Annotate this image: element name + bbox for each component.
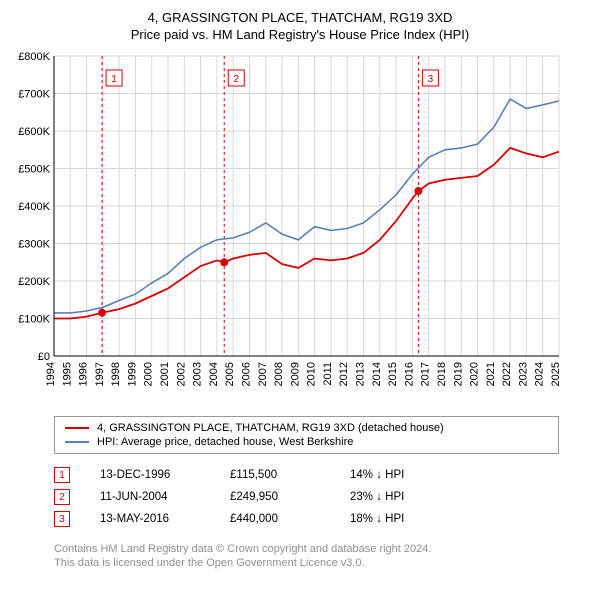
svg-text:2009: 2009: [289, 362, 301, 386]
attribution-line1: Contains HM Land Registry data © Crown c…: [54, 542, 559, 556]
svg-text:2014: 2014: [371, 362, 383, 386]
svg-text:2017: 2017: [420, 362, 432, 386]
svg-text:2006: 2006: [240, 362, 252, 386]
price-chart: £0 £100K £200K £300K £400K £500K £600K £700K £80…: [10, 50, 565, 404]
legend-item: 4, GRASSINGTON PLACE, THATCHAM, RG19 3XD…: [65, 421, 548, 435]
svg-text:2018: 2018: [436, 362, 448, 386]
svg-text:1996: 1996: [78, 362, 90, 386]
transaction-diff: 23% ↓ HPI: [350, 491, 404, 503]
svg-text:2011: 2011: [322, 362, 334, 386]
svg-text:3: 3: [428, 74, 434, 85]
transactions-table: 1 13-DEC-1996£115,50014% ↓ HPI 2 11-JUN-200…: [54, 464, 559, 530]
transaction-diff: 14% ↓ HPI: [350, 469, 404, 481]
svg-text:2022: 2022: [501, 362, 513, 386]
svg-text:2004: 2004: [208, 362, 220, 386]
chart-container: £0 £100K £200K £300K £400K £500K £600K £700K £80…: [10, 50, 590, 404]
svg-text:1999: 1999: [126, 362, 138, 386]
svg-text:2024: 2024: [534, 362, 546, 386]
svg-text:2025: 2025: [550, 362, 562, 386]
legend-swatch: [65, 427, 89, 429]
svg-text:1997: 1997: [94, 362, 106, 386]
svg-text:2023: 2023: [517, 362, 529, 386]
attribution: Contains HM Land Registry data © Crown c…: [54, 542, 559, 571]
svg-text:2000: 2000: [143, 362, 155, 386]
svg-text:2008: 2008: [273, 362, 285, 386]
transaction-price: £115,500: [230, 469, 350, 481]
svg-text:£500K: £500K: [18, 164, 50, 176]
svg-text:2: 2: [233, 74, 239, 85]
transaction-marker: 3: [54, 511, 70, 527]
transaction-date: 13-MAY-2016: [100, 513, 230, 525]
transaction-date: 13-DEC-1996: [100, 469, 230, 481]
svg-text:2007: 2007: [257, 362, 269, 386]
svg-text:2001: 2001: [159, 362, 171, 386]
svg-text:2020: 2020: [469, 362, 481, 386]
chart-title-block: 4, GRASSINGTON PLACE, THATCHAM, RG19 3XD…: [10, 10, 590, 42]
svg-text:£100K: £100K: [18, 314, 50, 326]
svg-text:£600K: £600K: [18, 126, 50, 138]
svg-text:£400K: £400K: [18, 201, 50, 213]
svg-text:£800K: £800K: [18, 51, 50, 63]
svg-text:£300K: £300K: [18, 239, 50, 251]
legend-item: HPI: Average price, detached house, West…: [65, 435, 548, 449]
transaction-diff: 18% ↓ HPI: [350, 513, 404, 525]
svg-text:2016: 2016: [403, 362, 415, 386]
svg-text:1: 1: [111, 74, 117, 85]
svg-text:2019: 2019: [452, 362, 464, 386]
chart-title-address: 4, GRASSINGTON PLACE, THATCHAM, RG19 3XD: [10, 10, 590, 25]
svg-text:2005: 2005: [224, 362, 236, 386]
svg-text:2013: 2013: [355, 362, 367, 386]
svg-text:2003: 2003: [192, 362, 204, 386]
chart-title-subtitle: Price paid vs. HM Land Registry's House …: [10, 27, 590, 42]
svg-text:2015: 2015: [387, 362, 399, 386]
transaction-date: 11-JUN-2004: [100, 491, 230, 503]
legend-label: 4, GRASSINGTON PLACE, THATCHAM, RG19 3XD…: [97, 422, 444, 434]
legend-swatch: [65, 441, 89, 443]
svg-text:2002: 2002: [175, 362, 187, 386]
svg-text:1995: 1995: [61, 362, 73, 386]
legend: 4, GRASSINGTON PLACE, THATCHAM, RG19 3XD…: [54, 416, 559, 454]
transaction-marker: 1: [54, 467, 70, 483]
svg-text:1998: 1998: [110, 362, 122, 386]
transaction-price: £440,000: [230, 513, 350, 525]
attribution-line2: This data is licensed under the Open Gov…: [54, 556, 559, 570]
legend-label: HPI: Average price, detached house, West…: [97, 436, 353, 448]
svg-text:2021: 2021: [485, 362, 497, 386]
svg-text:£0: £0: [38, 351, 50, 363]
svg-text:2010: 2010: [306, 362, 318, 386]
transaction-row: 1 13-DEC-1996£115,50014% ↓ HPI: [54, 464, 559, 486]
svg-text:£700K: £700K: [18, 89, 50, 101]
transaction-row: 3 13-MAY-2016£440,00018% ↓ HPI: [54, 508, 559, 530]
transaction-row: 2 11-JUN-2004£249,95023% ↓ HPI: [54, 486, 559, 508]
svg-text:1994: 1994: [45, 362, 57, 386]
svg-text:£200K: £200K: [18, 276, 50, 288]
transaction-price: £249,950: [230, 491, 350, 503]
transaction-marker: 2: [54, 489, 70, 505]
svg-text:2012: 2012: [338, 362, 350, 386]
